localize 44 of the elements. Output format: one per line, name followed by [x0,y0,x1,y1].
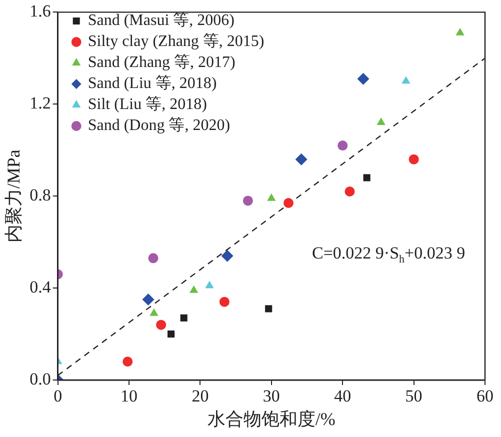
point [219,296,230,307]
point [338,140,348,151]
y-tick-label: 1.2 [30,94,51,113]
legend-label: Silty clay (Zhang 等, 2015) [88,32,264,50]
legend-label: Sand (Zhang 等, 2017) [88,53,236,72]
point [189,285,198,293]
point [402,76,410,84]
point [122,356,133,367]
x-tick-label: 50 [405,386,422,406]
x-tick-label: 40 [334,386,352,406]
x-tick-label: 20 [192,386,209,406]
x-tick-label: 10 [120,386,138,406]
point [267,193,276,201]
y-tick-label: 0.0 [30,369,51,388]
point [295,153,308,166]
point [148,253,158,264]
point [456,28,464,36]
y-axis-title: 内聚力/MPa [4,150,24,243]
point [150,308,158,316]
point [168,330,175,338]
y-tick-label: 0.8 [30,186,51,205]
point [242,196,253,206]
point [284,198,294,208]
x-axis-title: 水合物饱和度/% [207,408,336,429]
point [344,186,355,197]
point [221,250,234,262]
point [205,280,214,288]
legend-label: Silt (Liu 等, 2018) [88,95,207,114]
point [408,154,419,164]
point [180,314,188,322]
point [265,305,272,312]
point [363,174,370,182]
point [376,118,386,126]
y-tick-label: 0.4 [30,278,52,297]
x-tick-label: 30 [262,386,280,406]
legend-label: Sand (Masui 等, 2006) [88,11,235,30]
y-tick-label: 1.6 [30,2,51,21]
point [357,72,370,85]
point [142,294,154,306]
x-tick-label: 0 [54,386,62,406]
point [156,320,166,330]
legend-label: Sand (Dong 等, 2020) [88,116,230,134]
x-tick-label: 60 [476,386,494,406]
legend-label: Sand (Liu 等, 2018) [88,74,217,92]
